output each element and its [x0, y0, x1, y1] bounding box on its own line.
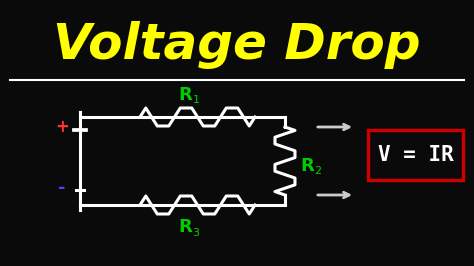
Text: Voltage Drop: Voltage Drop [53, 21, 421, 69]
Bar [368, 130, 463, 180]
Text: +: + [55, 118, 69, 136]
Text: V = IR: V = IR [378, 145, 453, 165]
Text: R: R [178, 218, 192, 236]
Text: R: R [178, 86, 192, 104]
Text: -: - [58, 179, 66, 197]
Text: 1: 1 [192, 95, 200, 105]
Text: R: R [300, 157, 314, 175]
Text: 2: 2 [314, 166, 321, 176]
Text: 3: 3 [192, 228, 200, 238]
